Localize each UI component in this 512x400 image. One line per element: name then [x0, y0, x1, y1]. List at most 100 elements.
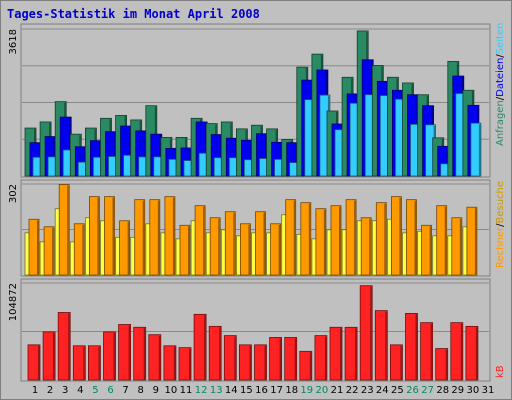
- bar-rechner: [315, 208, 327, 276]
- bar-kb: [42, 331, 56, 381]
- bar-kb-shade: [445, 349, 448, 380]
- bar-rechner-shade: [127, 221, 130, 275]
- bar-kb: [405, 313, 418, 381]
- bar-kb-shade: [204, 315, 206, 380]
- bar-rechner-shade: [248, 224, 250, 275]
- bar-kb-shade: [143, 328, 146, 380]
- x-tick-label: 12: [195, 385, 208, 396]
- bar-kb-shade: [400, 345, 402, 380]
- legend-middle: Rechner/Besuche: [495, 181, 506, 268]
- bar-rechner-shade: [263, 212, 265, 275]
- bar-rechner-shade: [323, 209, 326, 275]
- bar-kb-shade: [475, 327, 478, 380]
- bar-rechner-shade: [37, 220, 39, 275]
- bar-rechner: [285, 199, 297, 276]
- bar-kb-shade: [98, 346, 100, 380]
- x-tick-label: 18: [285, 385, 298, 396]
- x-tick-label: 26: [406, 385, 419, 396]
- bar-rechner: [345, 199, 357, 276]
- bar-seiten: [470, 122, 482, 177]
- legend-bottom: kB: [495, 365, 506, 378]
- x-tick-label: 28: [436, 385, 449, 396]
- bar-kb: [420, 322, 434, 381]
- bar-rechner: [73, 223, 85, 276]
- bar-kb: [72, 345, 86, 381]
- bar-rechner: [149, 199, 161, 276]
- bar-rechner: [330, 205, 342, 276]
- bar-rechner: [209, 217, 221, 276]
- bar-rechner-shade: [369, 218, 371, 275]
- bar-rechner: [164, 196, 176, 276]
- x-tick-label: 27: [421, 385, 434, 396]
- bar-kb: [435, 348, 449, 381]
- legend-dateien: Dateien: [495, 58, 506, 97]
- bar-kb-shade: [158, 335, 161, 380]
- bar-rechner-shade: [172, 197, 175, 275]
- bar-rechner-shade: [459, 218, 462, 275]
- bar-kb: [465, 325, 479, 381]
- bar-rechner: [255, 211, 266, 276]
- bar-kb-shade: [324, 336, 327, 380]
- bar-rechner-shade: [414, 200, 416, 275]
- bar-rechner-shade: [97, 197, 99, 275]
- bar-kb-shade: [68, 313, 70, 380]
- bar-kb: [269, 337, 283, 381]
- bar-rechner: [270, 223, 282, 276]
- x-tick-label: 22: [346, 385, 359, 396]
- bar-kb: [57, 312, 71, 381]
- bar-kb-shade: [264, 345, 266, 380]
- bar-rechner: [58, 184, 70, 276]
- bar-kb-shade: [38, 345, 40, 380]
- bar-rechner: [119, 220, 130, 276]
- bar-kb-shade: [53, 332, 55, 380]
- bar-kb: [389, 344, 403, 381]
- legend-anfragen: Anfragen: [495, 100, 506, 146]
- bar-kb-shade: [83, 346, 85, 380]
- bar-rechner: [360, 217, 372, 276]
- x-tick-label: 10: [165, 385, 178, 396]
- x-tick-label: 29: [451, 385, 464, 396]
- bar-rechner-shade: [399, 197, 401, 275]
- bar-rechner: [224, 211, 236, 276]
- bar-kb: [344, 326, 358, 381]
- legend-rechner: Rechner: [495, 226, 506, 268]
- bar-rechner: [451, 217, 463, 276]
- bar-seiten-shade: [478, 124, 481, 176]
- bar-kb: [27, 344, 41, 381]
- bar-rechner-shade: [293, 200, 296, 275]
- y-max-label-bottom: 104872: [8, 283, 19, 321]
- y-max-label-middle: 302: [8, 184, 19, 203]
- x-tick-label: 11: [180, 385, 193, 396]
- bar-kb-shade: [370, 286, 372, 380]
- bar-kb-shade: [234, 336, 236, 380]
- bar-rechner: [375, 202, 387, 276]
- bar-rechner-shade: [384, 203, 386, 275]
- bar-rechner-shade: [429, 226, 432, 275]
- bar-rechner: [28, 218, 40, 276]
- x-tick-label: 23: [361, 385, 374, 396]
- bar-rechner-shade: [444, 206, 447, 275]
- bar-kb: [103, 331, 116, 381]
- chart-title: Tages-Statistik im Monat April 2008: [7, 7, 260, 21]
- bar-rechner: [43, 226, 55, 276]
- legend-seiten: Seiten: [495, 23, 506, 55]
- x-tick-label: 15: [240, 385, 253, 396]
- bar-kb: [193, 313, 207, 381]
- legend-besuche: Besuche: [495, 181, 506, 224]
- bar-kb: [374, 310, 388, 381]
- x-tick-label: 17: [270, 385, 283, 396]
- legend-kb: kB: [495, 365, 506, 378]
- x-tick-label: 14: [225, 385, 238, 396]
- bar-kb: [238, 344, 252, 381]
- bar-kb: [223, 335, 237, 381]
- bar-rechner: [104, 196, 115, 276]
- bar-rechner-shade: [308, 203, 311, 275]
- bar-rechner-shade: [278, 224, 281, 275]
- bar-kb: [254, 344, 267, 381]
- x-tick-label: 16: [255, 385, 268, 396]
- bar-rechner-shade: [218, 218, 220, 275]
- bar-kb-shade: [430, 323, 433, 380]
- bar-kb-shade: [173, 346, 176, 380]
- legend-top: Anfragen/Dateien/Seiten: [495, 23, 506, 146]
- x-tick-label: 4: [77, 385, 83, 396]
